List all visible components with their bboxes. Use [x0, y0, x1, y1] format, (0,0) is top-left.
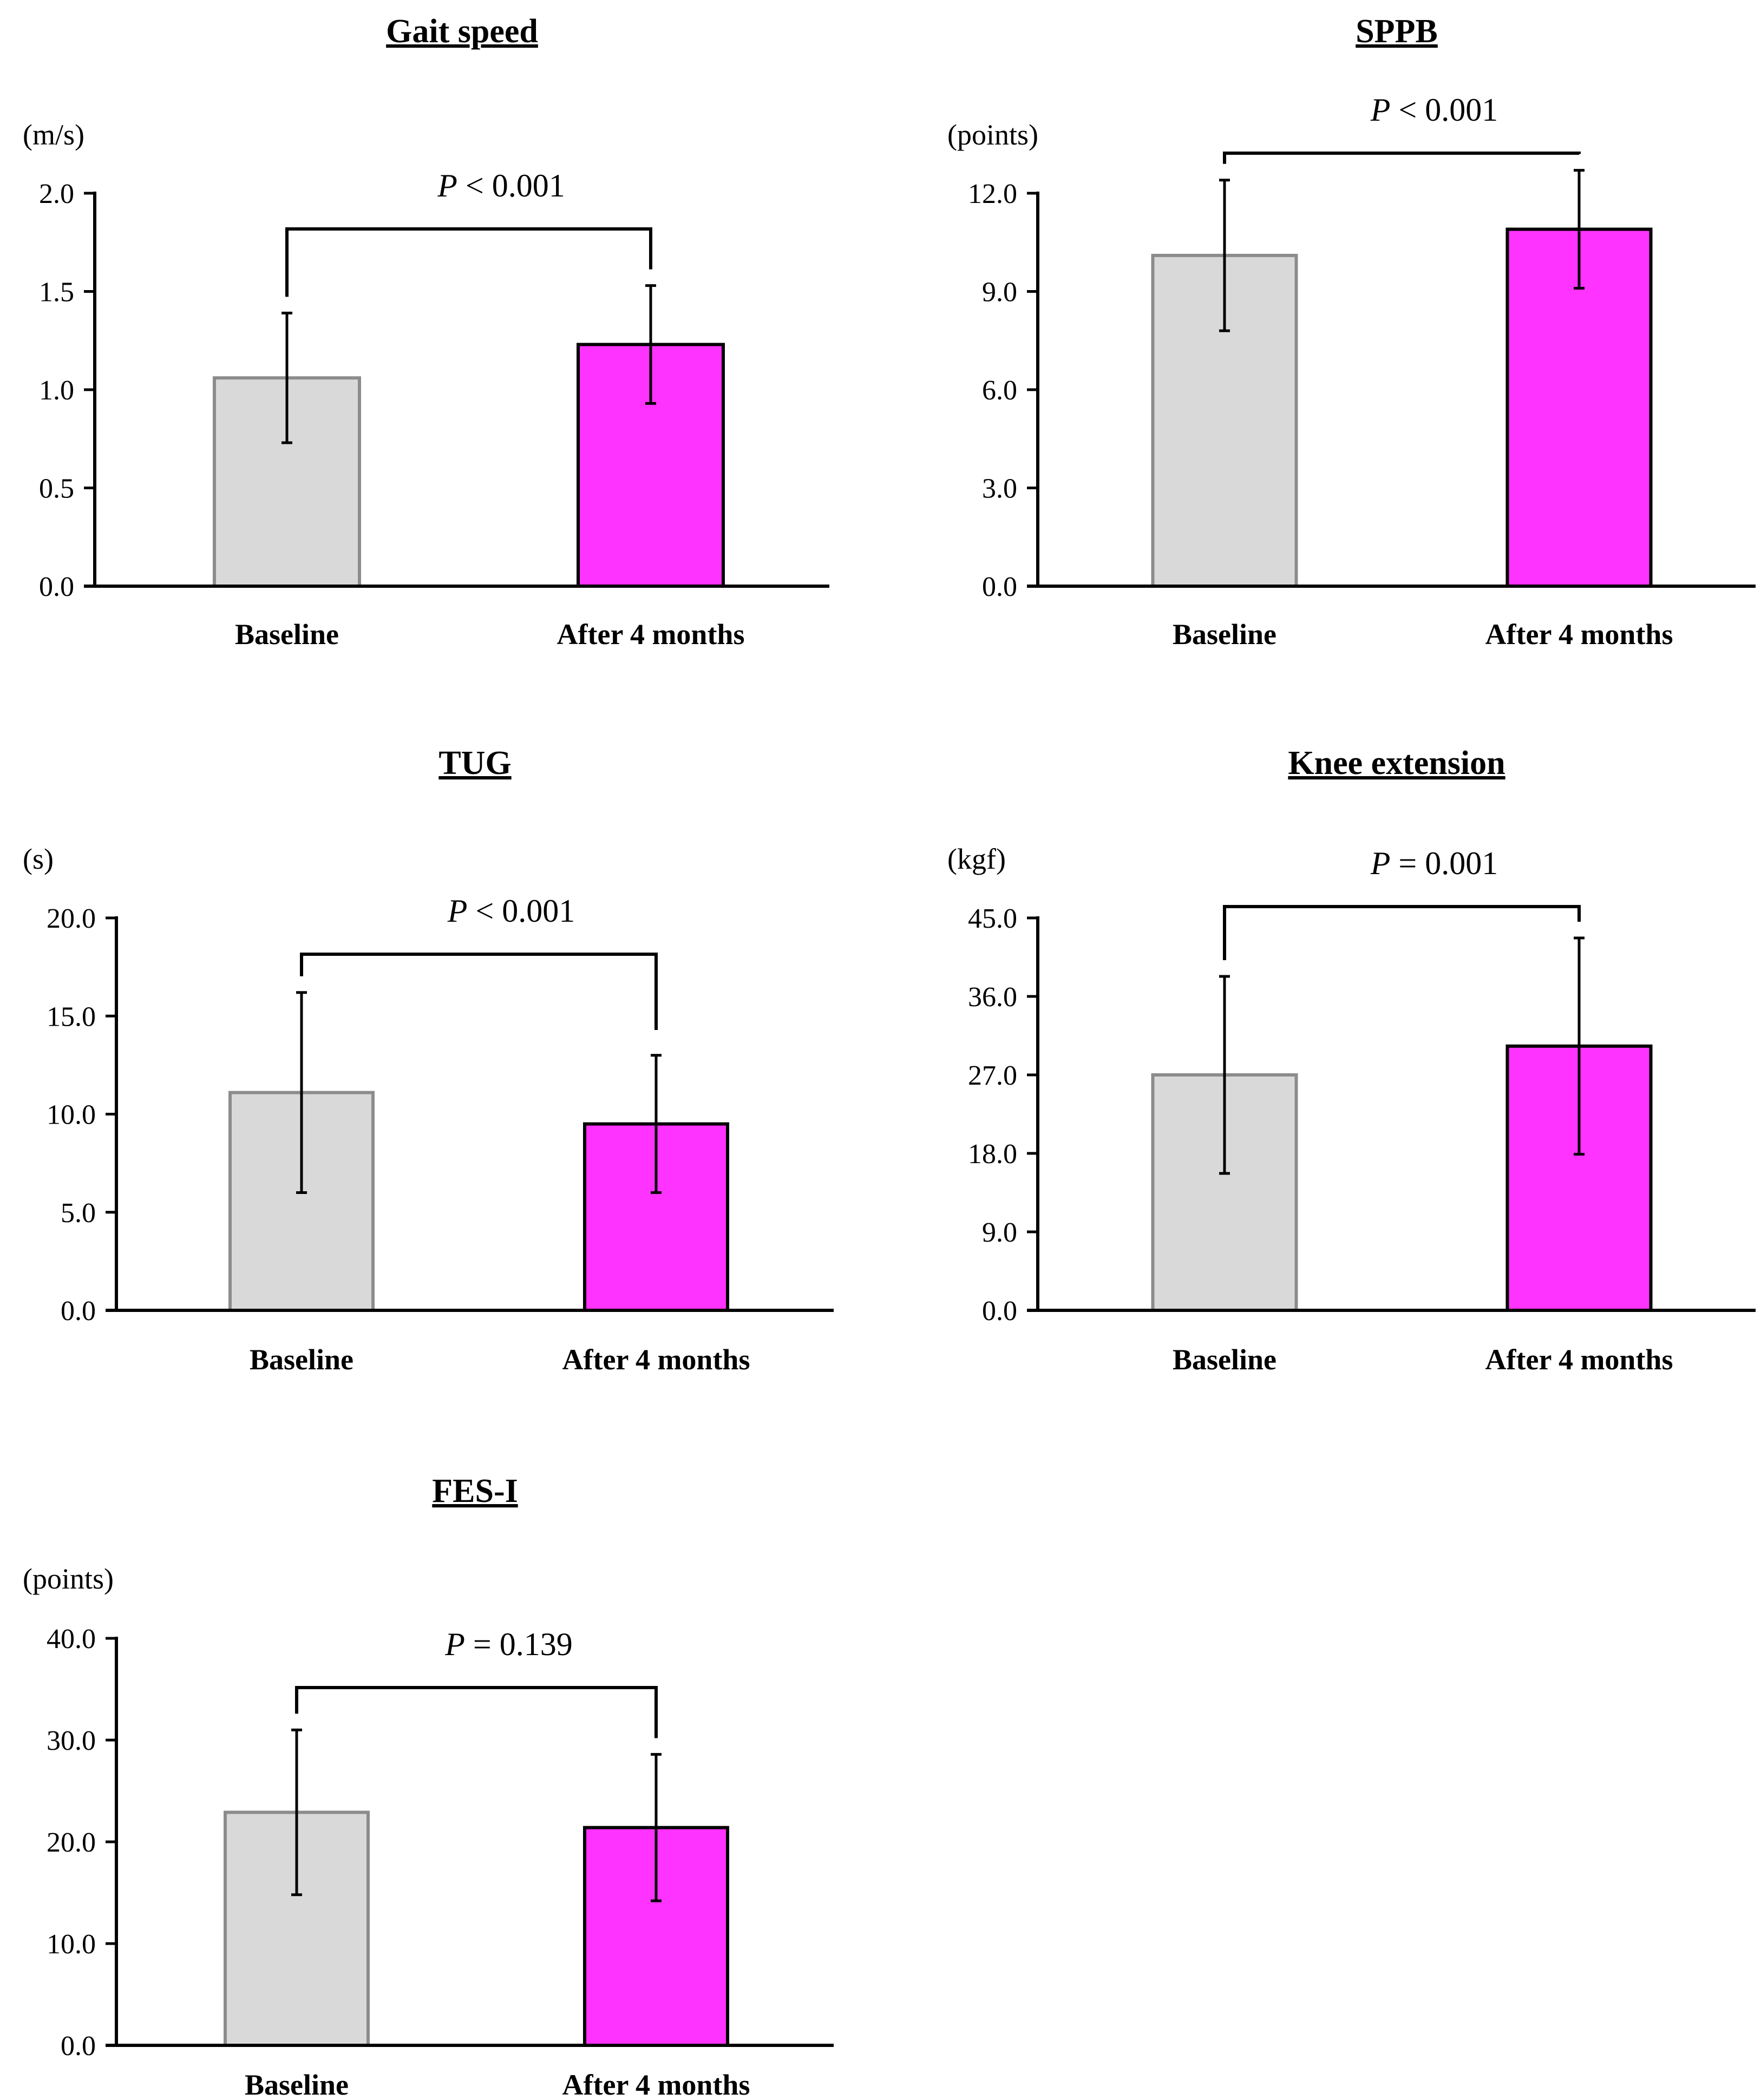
y-tick-label: 18.0	[968, 1139, 1017, 1170]
y-tick-label: 9.0	[982, 277, 1017, 308]
significance-bracket	[300, 953, 658, 1030]
y-tick-label: 2.0	[39, 179, 74, 209]
category-label: Baseline	[1173, 1343, 1276, 1376]
chart-title: SPPB	[1356, 13, 1438, 50]
category-label: After 4 months	[562, 1343, 750, 1376]
y-tick-label: 20.0	[47, 903, 96, 934]
category-label: After 4 months	[562, 2069, 750, 2100]
p-value-text: < 0.001	[457, 168, 565, 204]
p-value-text: < 0.001	[467, 893, 575, 929]
p-value-label: P < 0.001	[437, 168, 565, 204]
y-axis-unit-label: (points)	[947, 119, 1038, 151]
y-tick-label: 5.0	[61, 1198, 96, 1229]
p-value-label: P < 0.001	[447, 893, 575, 929]
y-tick-label: 9.0	[982, 1217, 1017, 1248]
chart-panel-4: Knee extension (kgf) Baseline After 4 month…	[947, 745, 1756, 1376]
chart-title: Knee extension	[1288, 745, 1505, 782]
y-tick-label: 36.0	[968, 982, 1017, 1013]
y-tick-label: 30.0	[47, 1725, 96, 1756]
category-label: Baseline	[235, 618, 339, 651]
y-tick-label: 15.0	[47, 1001, 96, 1032]
p-value-text: = 0.001	[1390, 845, 1498, 881]
y-axis-unit-label: (kgf)	[947, 843, 1006, 875]
y-tick-label: 10.0	[47, 1929, 96, 1960]
y-tick-label: 40.0	[47, 1624, 96, 1655]
chart-title: Gait speed	[386, 13, 538, 50]
category-label: After 4 months	[557, 618, 745, 651]
y-tick-label: 12.0	[968, 179, 1017, 209]
y-tick-label: 45.0	[968, 903, 1017, 934]
chart-panel-5: FES-I (points) Baseline After 4 months 0.0 10…	[23, 1473, 834, 2100]
category-label: Baseline	[250, 1343, 353, 1376]
significance-bracket	[295, 1686, 658, 1738]
y-tick-label: 20.0	[47, 1827, 96, 1858]
y-tick-label: 1.0	[39, 375, 74, 406]
p-value-symbol: P	[447, 893, 468, 929]
y-tick-label: 0.0	[982, 1296, 1017, 1327]
p-value-text: = 0.139	[465, 1626, 573, 1662]
significance-bracket	[285, 227, 652, 297]
category-label: Baseline	[245, 2069, 349, 2100]
p-value-label: P < 0.001	[1370, 92, 1498, 128]
p-value-symbol: P	[444, 1626, 465, 1662]
significance-bracket	[1223, 152, 1581, 164]
y-tick-label: 0.0	[61, 2031, 96, 2062]
p-value-symbol: P	[1370, 845, 1391, 881]
y-tick-label: 1.5	[39, 277, 74, 308]
p-value-text: < 0.001	[1390, 92, 1498, 128]
p-value-symbol: P	[1370, 92, 1391, 128]
y-axis-unit-label: (s)	[23, 843, 54, 875]
y-axis-unit-label: (m/s)	[23, 119, 84, 151]
chart-panel-3: TUG (s) Baseline After 4 months 0.0 5.0 10.0 15…	[23, 745, 834, 1376]
y-tick-label: 0.0	[61, 1296, 96, 1327]
category-label: After 4 months	[1485, 618, 1673, 651]
category-label: Baseline	[1173, 618, 1276, 651]
y-tick-label: 6.0	[982, 375, 1017, 406]
chart-title: FES-I	[432, 1473, 518, 1510]
significance-bracket	[1223, 905, 1581, 960]
chart-title: TUG	[438, 745, 511, 782]
y-tick-label: 3.0	[982, 474, 1017, 504]
p-value-label: P = 0.139	[444, 1626, 573, 1662]
y-tick-label: 0.5	[39, 474, 74, 504]
y-axis-unit-label: (points)	[23, 1563, 114, 1595]
y-tick-label: 27.0	[968, 1060, 1017, 1091]
y-tick-label: 10.0	[47, 1100, 96, 1131]
category-label: After 4 months	[1485, 1343, 1673, 1376]
chart-panel-2: SPPB (points) Baseline After 4 months 0.0 3.0…	[947, 13, 1756, 651]
y-tick-label: 0.0	[982, 572, 1017, 602]
chart-panel-1: Gait speed (m/s) Baseline After 4 months 0.0…	[23, 13, 829, 651]
p-value-symbol: P	[437, 168, 457, 204]
y-tick-label: 0.0	[39, 572, 74, 602]
p-value-label: P = 0.001	[1370, 845, 1498, 881]
